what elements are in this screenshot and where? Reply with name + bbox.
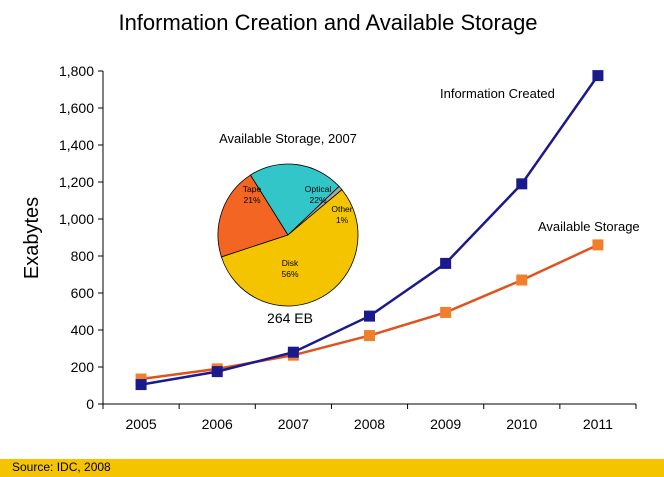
- data-point: [135, 379, 147, 391]
- y-tick-label: 1,600: [59, 100, 94, 116]
- pie-slice-pct: 21%: [243, 195, 260, 205]
- pie-slice-pct: 56%: [281, 269, 298, 279]
- pie-slice-optical: [249, 163, 340, 236]
- x-tick-label: 2007: [278, 416, 309, 432]
- axes: 0 200 400 600 800 1,000 1,200 1,400 1,600 1,800 20…: [59, 63, 637, 432]
- source-bar: Source: IDC, 2008: [0, 459, 664, 477]
- data-point: [516, 178, 528, 190]
- x-tick-label: 2010: [506, 416, 537, 432]
- y-tick-label: 1,200: [59, 174, 94, 190]
- series-label-information-created: Information Created: [440, 86, 555, 101]
- data-point: [211, 366, 223, 378]
- y-tick-label: 400: [71, 322, 95, 338]
- data-point: [440, 257, 452, 269]
- y-tick-label: 600: [71, 285, 95, 301]
- data-point: [364, 310, 375, 322]
- data-point: [287, 346, 299, 358]
- y-tick-label: 1,400: [59, 137, 94, 153]
- x-tick-label: 2006: [202, 416, 233, 432]
- x-tick-label: 2005: [125, 416, 156, 432]
- x-tick-label: 2011: [583, 416, 613, 432]
- y-tick-label: 0: [86, 396, 94, 412]
- data-point: [516, 274, 528, 286]
- pie-title: Available Storage, 2007: [219, 131, 357, 146]
- series-label-available-storage: Available Storage: [538, 219, 640, 234]
- data-point: [592, 70, 604, 82]
- chart-title: Information Creation and Available Stora…: [118, 10, 537, 35]
- data-point: [364, 330, 375, 342]
- y-tick-label: 1,800: [59, 63, 94, 79]
- storage-chart: Information Creation and Available Stora…: [21, 10, 640, 432]
- data-point: [592, 239, 604, 251]
- y-tick-label: 1,000: [59, 211, 94, 227]
- x-tick-label: 2008: [354, 416, 385, 432]
- x-tick-label: 2009: [430, 416, 461, 432]
- pie-slice-label: Disk: [282, 258, 299, 268]
- source-text: Source: IDC, 2008: [12, 460, 111, 474]
- series-layer: Information Created Available Storage: [135, 70, 640, 391]
- pie-slice-pct: 22%: [309, 195, 326, 205]
- series-information-created: [135, 70, 604, 391]
- pie-slice-pct: 1%: [336, 215, 349, 225]
- data-point: [440, 306, 452, 318]
- pie-slice-label: Tape: [243, 184, 262, 194]
- pie-slice-tape: [217, 174, 289, 258]
- y-tick-label: 800: [71, 248, 95, 264]
- y-axis-label: Exabytes: [21, 197, 43, 279]
- pie-total-label: 264 EB: [267, 310, 313, 326]
- y-tick-label: 200: [71, 359, 95, 375]
- pie-slice-label: Other: [331, 204, 352, 214]
- pie-slice-disk: [220, 189, 359, 307]
- pie-slice-label: Optical: [305, 184, 332, 194]
- data-point: [135, 373, 147, 385]
